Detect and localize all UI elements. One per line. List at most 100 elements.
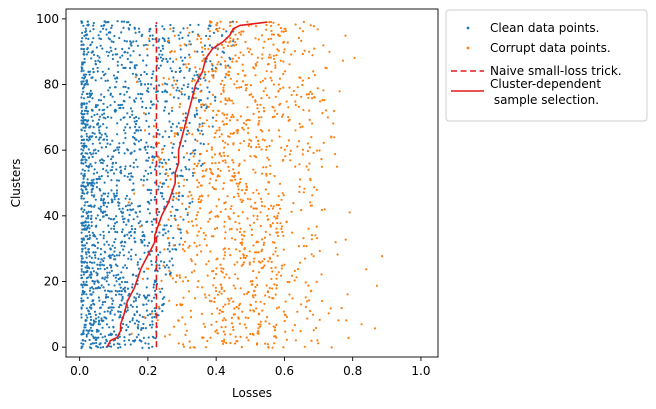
clean-point: [137, 117, 140, 120]
clean-point: [134, 73, 138, 76]
corrupt-point: [276, 217, 279, 220]
clean-point: [136, 165, 139, 168]
clean-point: [99, 99, 103, 102]
clean-point: [146, 178, 149, 181]
clean-point: [112, 40, 115, 44]
corrupt-point: [173, 217, 176, 220]
clean-point: [158, 84, 161, 87]
corrupt-point: [275, 227, 278, 230]
clean-point: [129, 343, 132, 346]
clean-point: [85, 333, 88, 336]
clean-point: [80, 195, 83, 198]
clean-point: [167, 230, 170, 233]
clean-point: [101, 109, 104, 112]
corrupt-point: [265, 28, 268, 31]
clean-point: [170, 214, 173, 217]
corrupt-point: [283, 148, 286, 151]
clean-point: [126, 233, 129, 236]
clean-point: [86, 96, 89, 99]
corrupt-point: [246, 197, 249, 200]
corrupt-point: [224, 161, 227, 164]
corrupt-point: [193, 79, 196, 82]
corrupt-point: [202, 53, 205, 57]
corrupt-point: [196, 186, 199, 189]
clean-point: [197, 98, 201, 102]
clean-point: [95, 271, 98, 274]
legend: Clean data points.Corrupt data points.Na…: [445, 9, 648, 122]
corrupt-point: [244, 40, 247, 44]
clean-point: [81, 31, 84, 34]
clean-point: [146, 54, 149, 57]
clean-point: [88, 255, 91, 258]
clean-point: [195, 112, 198, 115]
corrupt-point: [266, 291, 269, 294]
clean-point: [163, 224, 166, 227]
corrupt-point: [207, 260, 210, 263]
corrupt-point: [304, 305, 307, 309]
clean-point: [146, 208, 150, 211]
corrupt-point: [248, 119, 251, 122]
clean-point: [110, 158, 113, 161]
corrupt-point: [288, 63, 291, 66]
corrupt-point: [282, 310, 285, 313]
clean-point: [85, 253, 88, 256]
clean-point: [167, 266, 170, 269]
clean-point: [165, 178, 168, 182]
clean-point: [97, 286, 100, 289]
clean-point: [84, 221, 88, 224]
clean-point: [83, 53, 86, 56]
clean-point: [150, 76, 153, 80]
corrupt-point: [245, 83, 249, 86]
corrupt-point: [239, 257, 242, 260]
corrupt-point: [244, 89, 247, 92]
corrupt-point: [167, 237, 170, 240]
clean-point: [183, 76, 186, 79]
corrupt-point: [295, 93, 298, 96]
corrupt-point: [262, 166, 265, 169]
clean-point: [131, 135, 135, 139]
corrupt-point: [223, 340, 226, 343]
clean-point: [94, 256, 97, 259]
clean-point: [120, 280, 123, 284]
clean-point: [86, 83, 89, 86]
corrupt-point: [222, 123, 225, 126]
clean-point: [121, 297, 124, 300]
corrupt-point: [229, 254, 232, 257]
corrupt-point: [232, 131, 235, 134]
corrupt-point: [332, 122, 335, 125]
corrupt-point: [239, 115, 242, 118]
corrupt-point: [221, 79, 224, 82]
clean-point: [162, 303, 165, 306]
corrupt-point: [295, 276, 298, 279]
corrupt-point: [192, 167, 195, 170]
clean-point: [105, 240, 108, 243]
clean-point: [144, 148, 147, 151]
clean-point: [103, 138, 106, 141]
corrupt-point: [167, 174, 170, 177]
corrupt-point: [322, 141, 325, 144]
clean-point: [153, 307, 156, 310]
clean-point: [184, 208, 188, 211]
clean-point: [163, 109, 166, 112]
clean-point: [135, 305, 138, 308]
clean-point: [134, 31, 137, 34]
clean-point: [123, 235, 126, 238]
corrupt-point: [326, 116, 329, 119]
corrupt-point: [233, 172, 236, 175]
corrupt-point: [179, 44, 182, 47]
clean-point: [82, 271, 85, 274]
corrupt-point: [233, 175, 236, 178]
clean-point: [89, 135, 92, 138]
corrupt-point: [289, 159, 292, 162]
corrupt-point: [229, 77, 232, 80]
corrupt-point: [195, 245, 198, 248]
clean-point: [135, 97, 138, 100]
clean-point: [112, 326, 115, 329]
clean-point: [115, 109, 118, 112]
clean-point: [156, 213, 159, 217]
corrupt-point: [254, 294, 257, 297]
clean-point: [90, 273, 93, 276]
corrupt-point: [304, 281, 307, 284]
corrupt-point: [275, 287, 278, 290]
corrupt-point: [286, 280, 289, 284]
